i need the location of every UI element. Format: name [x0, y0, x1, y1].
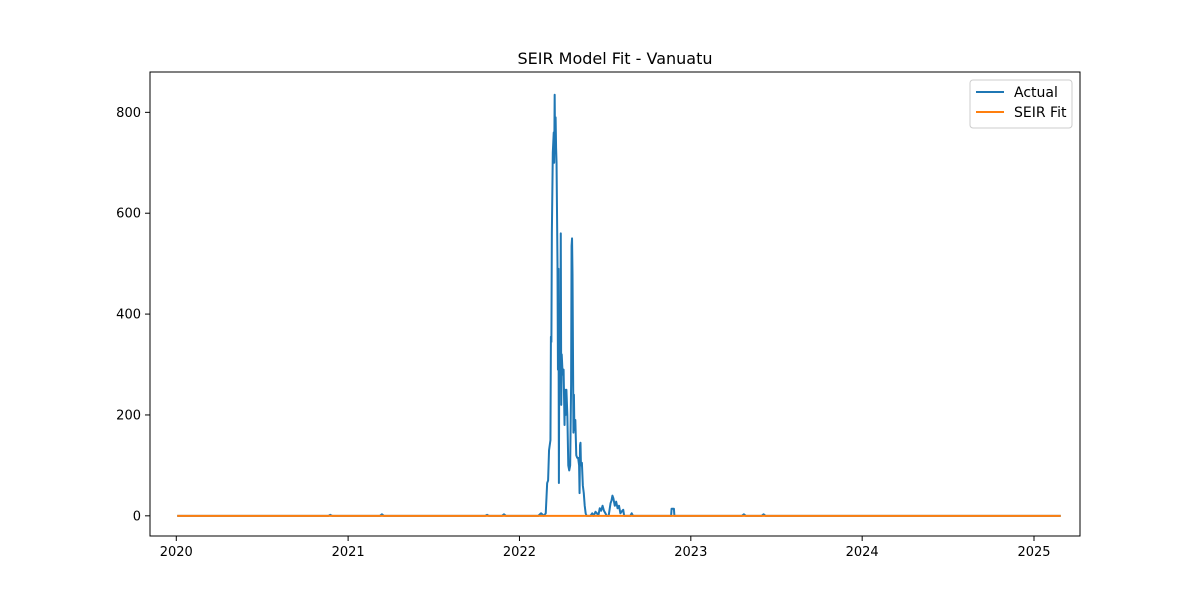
x-tick-label: 2023 [674, 545, 707, 560]
x-tick-label: 2021 [332, 545, 365, 560]
y-tick-label: 600 [116, 207, 141, 222]
x-tick-label: 2022 [503, 545, 536, 560]
x-axis: 2020 2021 2022 2023 2024 2025 [160, 536, 1051, 560]
plot-area-frame [149, 71, 1081, 537]
legend-label: Actual [1014, 85, 1058, 101]
x-tick-label: 2024 [846, 545, 879, 560]
x-tick-label: 2020 [160, 545, 193, 560]
y-tick-label: 400 [116, 308, 141, 323]
chart-title: SEIR Model Fit - Vanuatu [517, 49, 712, 68]
legend: Actual SEIR Fit [969, 79, 1073, 129]
y-tick-label: 0 [133, 509, 141, 524]
y-tick-label: 200 [116, 408, 141, 423]
y-tick-label: 800 [116, 106, 141, 121]
series-line-actual [177, 93, 1061, 517]
y-axis: 0 200 400 600 800 [116, 106, 150, 524]
legend-label: SEIR Fit [1014, 105, 1067, 121]
x-tick-label: 2025 [1017, 545, 1050, 560]
